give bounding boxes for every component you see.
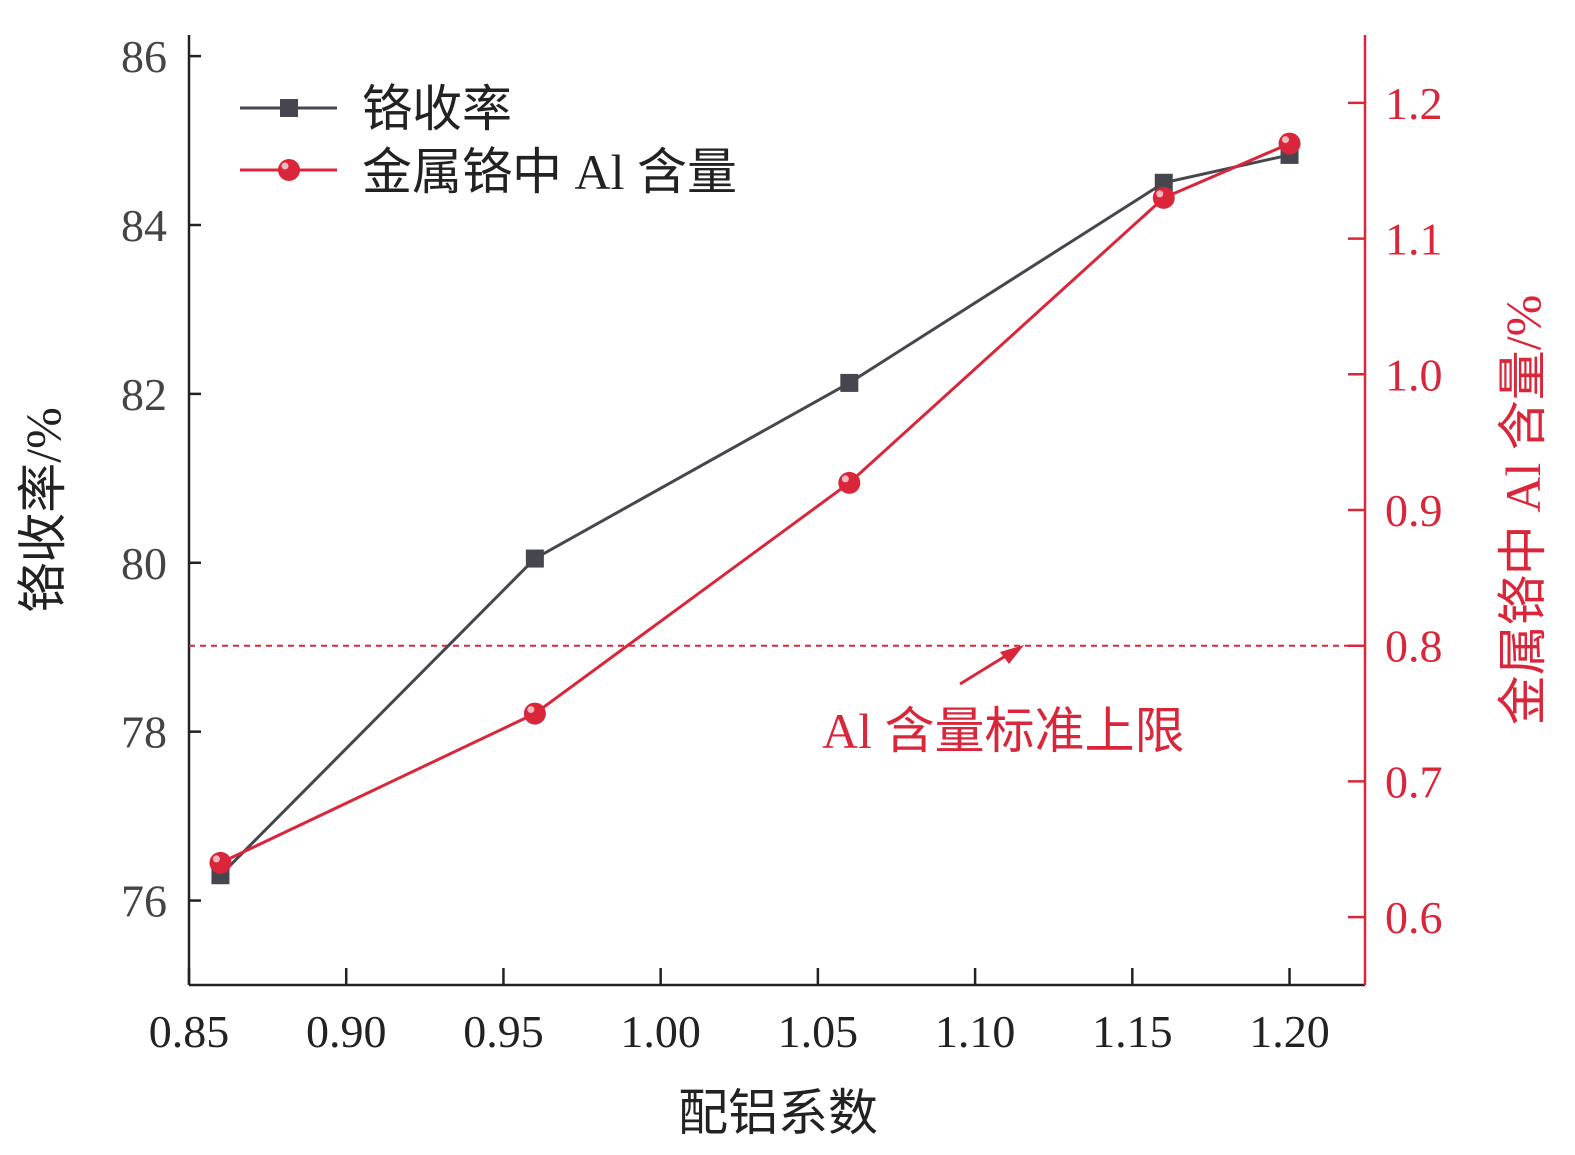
annotation-arrow-line xyxy=(959,650,1013,686)
right-y-tick-label: 0.9 xyxy=(1385,485,1443,536)
x-tick-label: 0.95 xyxy=(463,1006,544,1057)
x-tick-label: 1.20 xyxy=(1249,1006,1330,1057)
axes: 0.85 0.90 0.95 1.00 1.05 1.10 1.15 1.20 76 78 80 82… xyxy=(121,31,1443,1057)
right-y-tick-label: 1.1 xyxy=(1385,214,1443,265)
legend-square-marker xyxy=(280,99,298,117)
x-tick-label: 1.15 xyxy=(1092,1006,1173,1057)
legend-label-chromium-yield: 铬收率 xyxy=(362,81,512,137)
x-tick-label: 1.05 xyxy=(778,1006,859,1057)
left-y-axis-label: 铬收率/% xyxy=(15,407,71,613)
x-tick-label: 0.85 xyxy=(149,1006,230,1057)
x-tick-label: 1.00 xyxy=(620,1006,701,1057)
chart-marks xyxy=(189,132,1365,885)
right-y-axis-label: 金属铬中 Al 含量/% xyxy=(1495,295,1551,726)
al-content-point xyxy=(1152,186,1175,209)
x-tick-label: 1.10 xyxy=(935,1006,1016,1057)
al-content-point-highlight xyxy=(841,475,849,483)
series-line-0 xyxy=(219,153,1290,877)
left-y-tick-label: 82 xyxy=(121,369,167,420)
legend-circle-highlight xyxy=(281,162,289,170)
x-tick-label: 0.90 xyxy=(306,1006,387,1057)
left-y-tick-label: 76 xyxy=(121,876,167,927)
chromium-yield-point xyxy=(840,373,859,392)
al-content-point xyxy=(1278,132,1301,155)
al-content-point-highlight xyxy=(1282,136,1290,144)
al-content-point-highlight xyxy=(1156,190,1164,198)
chromium-yield-point xyxy=(525,549,544,568)
al-content-point-highlight xyxy=(212,855,220,863)
right-y-tick-label: 1.2 xyxy=(1385,78,1443,129)
reference-annotation: Al 含量标准上限 xyxy=(822,645,1185,759)
left-y-tick-label: 84 xyxy=(121,200,167,251)
left-y-tick-label: 86 xyxy=(121,31,167,82)
al-content-point xyxy=(523,702,546,725)
right-y-tick-label: 0.6 xyxy=(1385,892,1443,943)
al-content-point xyxy=(838,471,861,494)
right-y-tick-label: 0.8 xyxy=(1385,621,1443,672)
reference-line-label: Al 含量标准上限 xyxy=(822,703,1185,759)
chromium-yield-point xyxy=(1154,173,1173,192)
right-y-tick-label: 0.7 xyxy=(1385,756,1443,807)
annotation-arrow-head xyxy=(1000,645,1024,664)
x-axis-label: 配铝系数 xyxy=(678,1085,878,1141)
left-y-tick-label: 78 xyxy=(121,707,167,758)
legend: 铬收率 金属铬中 Al 含量 xyxy=(240,81,737,200)
right-y-tick-label: 1.0 xyxy=(1385,349,1443,400)
al-content-point xyxy=(209,851,232,874)
legend-label-al-content: 金属铬中 Al 含量 xyxy=(362,144,737,200)
al-content-point-highlight xyxy=(527,706,535,714)
left-y-tick-label: 80 xyxy=(121,538,167,589)
legend-circle-marker xyxy=(278,159,300,181)
